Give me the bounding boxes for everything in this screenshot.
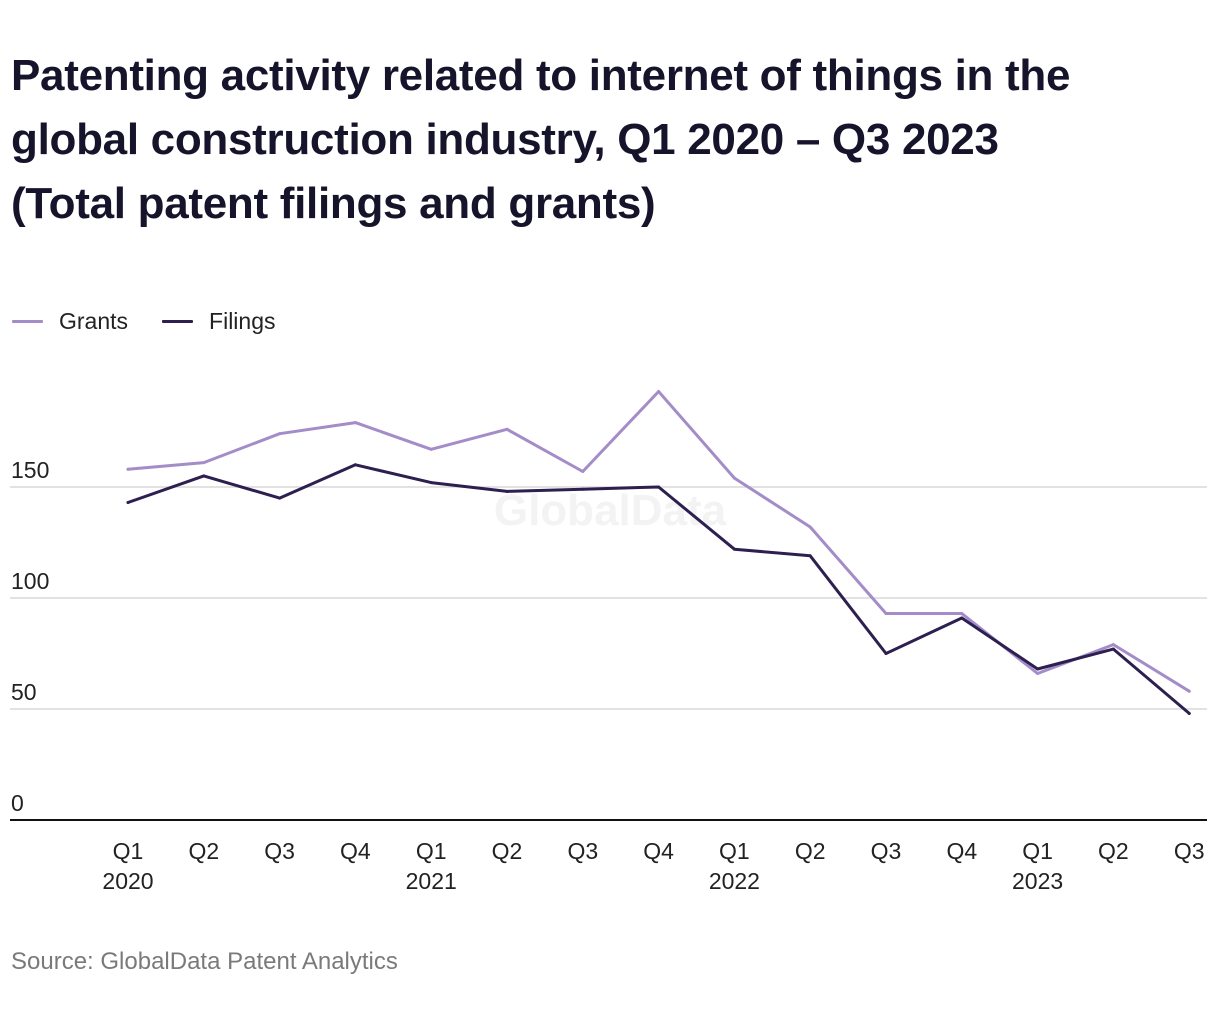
x-tick-year-label: 2020	[102, 868, 153, 894]
x-tick-label: Q2	[188, 838, 219, 864]
grants-point	[278, 432, 282, 436]
filings-point	[353, 463, 357, 467]
filings-point	[884, 652, 888, 655]
filings-swatch	[162, 319, 194, 323]
filings-point	[960, 616, 964, 620]
x-tick-year-label: 2021	[406, 868, 457, 894]
y-tick-label: 50	[11, 679, 37, 705]
chart-legend: Grants Filings	[12, 306, 310, 336]
legend-label-filings: Filings	[209, 307, 276, 334]
grants-swatch	[12, 319, 43, 323]
y-tick-label: 100	[11, 568, 49, 594]
x-tick-label: Q1	[113, 838, 144, 864]
x-tick-label: Q2	[1098, 838, 1129, 864]
x-tick-year-label: 2023	[1012, 868, 1063, 894]
title-line: Patenting activity related to internet o…	[11, 51, 1071, 100]
filings-point	[1111, 647, 1115, 651]
source-note: Source: GlobalData Patent Analytics	[11, 948, 398, 975]
filings-point	[657, 485, 661, 489]
x-tick-label: Q3	[1174, 838, 1205, 864]
grants-point	[732, 476, 736, 480]
legend-item-grants[interactable]: Grants	[12, 308, 128, 335]
x-tick-label: Q4	[946, 838, 977, 864]
grants-point	[1111, 643, 1115, 647]
grants-point	[505, 427, 509, 431]
chart-title: Patenting activity related to internet o…	[11, 44, 1211, 236]
x-tick-label: Q2	[795, 838, 826, 864]
x-tick-year-label: 2022	[709, 868, 760, 894]
x-tick-label: Q3	[567, 838, 598, 864]
grants-point	[884, 612, 888, 616]
filings-point	[202, 474, 206, 478]
filings-point	[1187, 711, 1191, 715]
filings-point	[278, 496, 282, 500]
filings-point	[1036, 667, 1040, 671]
x-tick-label: Q1	[416, 838, 447, 864]
filings-point	[126, 501, 130, 505]
grants-point	[353, 421, 357, 425]
filings-point	[581, 487, 585, 491]
title-line: (Total patent filings and grants)	[11, 179, 656, 228]
grants-point	[960, 612, 964, 616]
grants-point	[1187, 689, 1191, 693]
x-tick-label: Q3	[871, 838, 902, 864]
title-line: global construction industry, Q1 2020 – …	[11, 115, 999, 164]
legend-label-grants: Grants	[59, 307, 129, 334]
watermark-text: GlobalData	[494, 486, 727, 535]
filings-point	[732, 547, 736, 551]
grants-point	[657, 390, 661, 394]
grants-point	[808, 525, 812, 529]
filings-point	[808, 554, 812, 558]
grants-point	[581, 469, 585, 473]
grants-line	[126, 390, 1191, 693]
x-tick-label: Q1	[1022, 838, 1053, 864]
x-tick-label: Q4	[340, 838, 371, 864]
grants-point	[202, 461, 206, 465]
grants-point	[1036, 671, 1040, 675]
grants-point	[126, 467, 130, 471]
legend-item-filings[interactable]: Filings	[162, 307, 276, 335]
grants-point	[429, 447, 433, 451]
x-tick-label: Q4	[643, 838, 674, 864]
filings-point	[429, 481, 433, 485]
y-tick-label: 150	[11, 457, 49, 483]
y-tick-label: 0	[11, 790, 24, 816]
filings-point	[505, 489, 509, 493]
x-tick-label: Q2	[492, 838, 523, 864]
x-tick-label: Q3	[264, 838, 295, 864]
x-tick-label: Q1	[719, 838, 750, 864]
